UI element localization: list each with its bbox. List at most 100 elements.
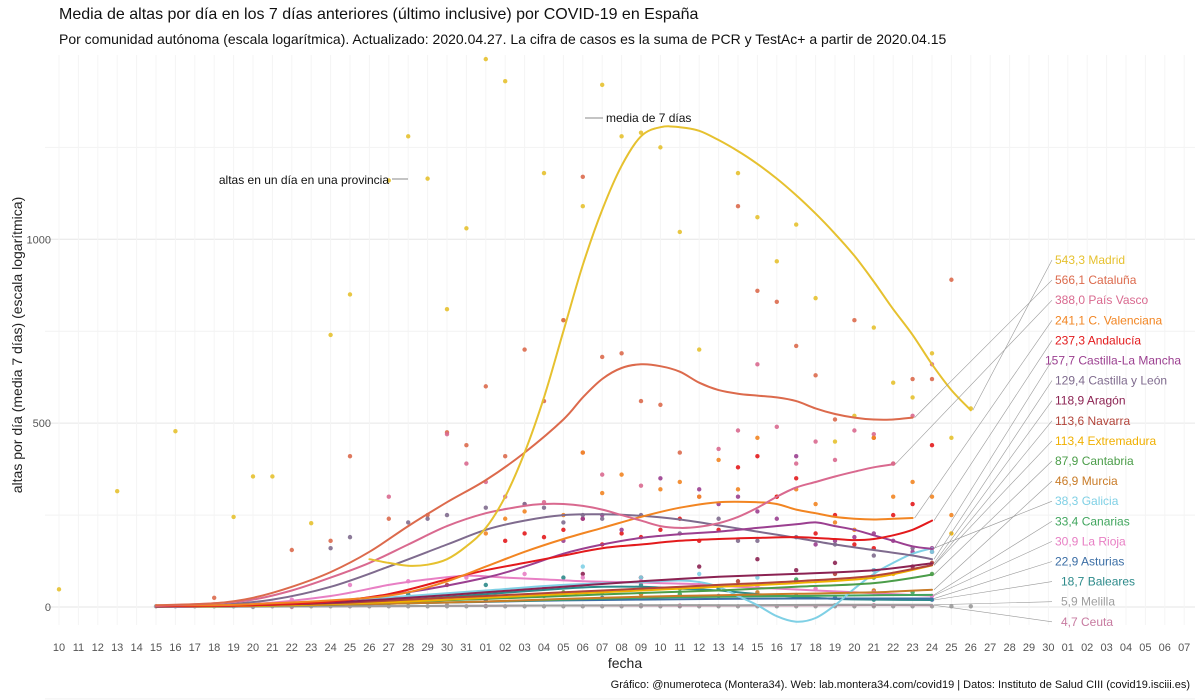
series-line: [155, 513, 933, 608]
data-point: [580, 564, 585, 569]
x-tick-label: 14: [732, 642, 744, 654]
data-point: [483, 56, 488, 62]
data-point: [735, 494, 741, 499]
x-tick-label: 15: [150, 642, 162, 654]
x-tick-label: 12: [92, 642, 104, 654]
x-tick-label: 01: [480, 642, 492, 654]
data-point: [580, 571, 585, 577]
x-tick-label: 30: [441, 642, 453, 654]
data-point: [910, 376, 915, 382]
data-point: [774, 516, 779, 521]
series-lines: [155, 125, 972, 623]
data-point: [619, 527, 624, 532]
data-point: [638, 575, 644, 580]
data-point: [871, 553, 876, 558]
data-point: [619, 472, 624, 477]
x-tick-label: 13: [111, 642, 123, 654]
x-axis-title: fecha: [608, 655, 642, 671]
x-tick-label: 10: [53, 642, 65, 654]
data-point: [813, 501, 818, 507]
series-label: 33,4 Canarias: [1055, 514, 1130, 528]
x-tick-label: 27: [984, 642, 996, 654]
data-point: [522, 347, 527, 352]
data-point: [347, 582, 353, 588]
data-point: [464, 226, 469, 231]
x-tick-label: 05: [557, 642, 569, 654]
data-point: [289, 547, 294, 553]
data-point: [774, 299, 779, 305]
data-point: [949, 277, 954, 282]
data-point: [328, 332, 333, 338]
data-point: [929, 443, 935, 448]
data-point: [231, 514, 236, 520]
data-point: [522, 531, 527, 536]
series-label: 118,9 Aragón: [1055, 394, 1126, 408]
data-point: [522, 571, 527, 577]
data-point: [638, 130, 644, 135]
x-tick-label: 09: [635, 642, 647, 654]
x-tick-label: 14: [130, 642, 142, 654]
data-point: [929, 351, 935, 356]
label-leader: [933, 380, 1053, 560]
data-point: [328, 538, 333, 544]
data-point: [386, 494, 391, 499]
x-tick-label: 16: [169, 642, 181, 654]
x-tick-label: 23: [305, 642, 317, 654]
x-tick-label: 12: [693, 642, 705, 654]
data-point: [600, 516, 605, 521]
x-tick-label: 13: [712, 642, 724, 654]
series-label: 241,1 C. Valenciana: [1055, 313, 1163, 327]
data-point: [425, 176, 430, 181]
data-point: [794, 222, 799, 227]
data-point: [619, 531, 624, 536]
data-point: [813, 295, 818, 301]
data-point: [425, 516, 430, 521]
data-point: [503, 516, 508, 521]
data-point: [910, 395, 915, 400]
data-point: [755, 538, 760, 544]
series-line: [155, 574, 933, 608]
series-line: [155, 463, 895, 607]
data-point: [658, 527, 663, 532]
label-leader: [933, 340, 1053, 521]
chart-subtitle: Por comunidad autónoma (escala logarítmi…: [59, 31, 947, 47]
data-point: [697, 347, 702, 352]
data-point: [813, 439, 818, 444]
data-point: [173, 429, 178, 434]
data-point: [386, 516, 391, 521]
x-tick-label: 17: [790, 642, 802, 654]
label-leader: [933, 541, 1053, 596]
data-point: [929, 549, 935, 555]
x-tick-label: 04: [538, 642, 550, 654]
data-point: [949, 512, 954, 518]
data-point: [794, 454, 799, 459]
data-point: [580, 174, 585, 179]
data-point: [794, 568, 799, 573]
data-point: [600, 472, 605, 477]
data-point: [813, 531, 818, 536]
data-point: [755, 288, 760, 293]
x-tick-label: 18: [208, 642, 220, 654]
data-point: [483, 531, 488, 536]
data-point: [794, 343, 799, 349]
x-tick-label: 20: [247, 642, 259, 654]
series-label: 566,1 Cataluña: [1055, 273, 1137, 287]
x-tick-label: 25: [945, 642, 957, 654]
data-point: [735, 465, 741, 470]
data-point: [794, 476, 799, 481]
data-point: [735, 579, 741, 584]
x-tick-label: 02: [499, 642, 511, 654]
x-tick-label: 04: [1120, 642, 1132, 654]
data-point: [658, 476, 663, 481]
data-point: [891, 494, 896, 499]
data-point: [735, 170, 741, 176]
data-point: [871, 325, 876, 330]
x-tick-label: 26: [363, 642, 375, 654]
data-point: [755, 509, 760, 514]
series-label: 38,3 Galicia: [1055, 494, 1119, 508]
chart-caption: Gráfico: @numeroteca (Montera34). Web: l…: [610, 679, 1190, 691]
data-point: [891, 512, 896, 518]
x-tick-label: 07: [1178, 642, 1190, 654]
data-point: [522, 509, 527, 514]
y-tick-label: 1000: [27, 234, 51, 246]
